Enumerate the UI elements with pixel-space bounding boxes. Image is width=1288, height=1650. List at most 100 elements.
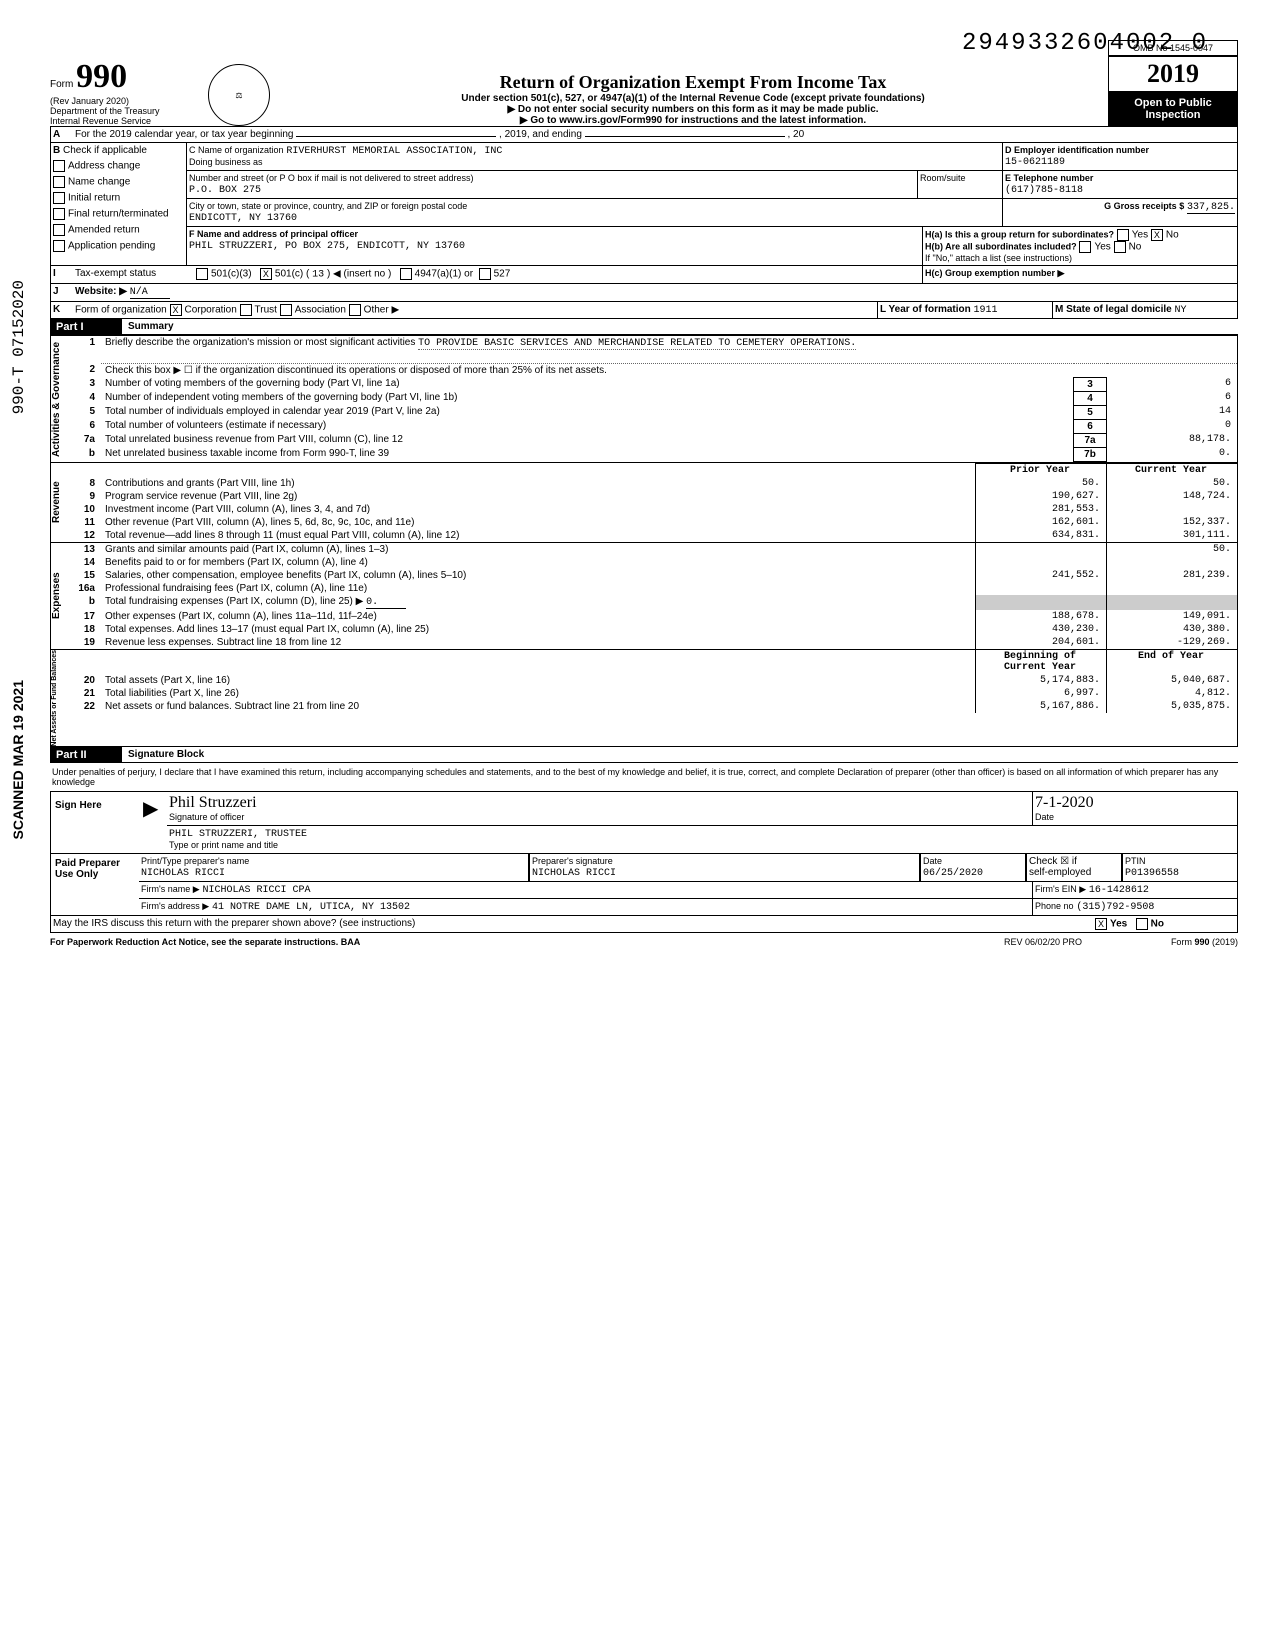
- officer-signature: Phil Struzzeri: [169, 794, 257, 811]
- ln-19: 19: [69, 636, 101, 649]
- cb-ha-yes[interactable]: [1117, 229, 1129, 241]
- cb-app-pending[interactable]: [53, 240, 65, 252]
- year-formation: 1911: [974, 305, 998, 316]
- q5-text: Total number of individuals employed in …: [101, 405, 1074, 419]
- cb-assoc[interactable]: [280, 304, 292, 316]
- sign-arrow-icon: ▶: [139, 792, 167, 853]
- q6-text: Total number of volunteers (estimate if …: [101, 419, 1074, 433]
- val-18c: 430,380.: [1107, 623, 1238, 636]
- firm-name-label: Firm's name ▶: [141, 884, 200, 894]
- preparer-signature: NICHOLAS RICCI: [532, 868, 616, 879]
- ein: 15-0621189: [1005, 157, 1065, 168]
- lbl-final-return: Final return/terminated: [68, 209, 169, 220]
- ln-7b: b: [69, 447, 101, 461]
- cb-amended[interactable]: [53, 224, 65, 236]
- city-state-zip: ENDICOTT, NY 13760: [189, 213, 297, 224]
- form-warn2: ▶ Go to www.irs.gov/Form990 for instruct…: [278, 115, 1108, 126]
- cb-discuss-yes[interactable]: X: [1095, 918, 1107, 930]
- ln-16a: 16a: [69, 582, 101, 595]
- val-10c: [1107, 503, 1238, 516]
- row-k-letter: K: [51, 302, 73, 318]
- box-7b: 7b: [1074, 447, 1107, 461]
- phone-label: Phone no: [1035, 901, 1074, 911]
- footer-pra: For Paperwork Reduction Act Notice, see …: [50, 937, 968, 947]
- cb-address-change[interactable]: [53, 160, 65, 172]
- q15-text: Salaries, other compensation, employee b…: [101, 569, 976, 582]
- part2-label: Part II: [50, 747, 122, 763]
- ln-18: 18: [69, 623, 101, 636]
- preparer-name: NICHOLAS RICCI: [141, 868, 225, 879]
- val-19p: 204,601.: [976, 636, 1107, 649]
- cb-527[interactable]: [479, 268, 491, 280]
- principal-officer: PHIL STRUZZERI, PO BOX 275, ENDICOTT, NY…: [189, 241, 465, 252]
- cb-hb-yes[interactable]: [1079, 241, 1091, 253]
- ln-12: 12: [69, 529, 101, 542]
- footer-form: Form 990 (2019): [1118, 937, 1238, 947]
- ln-4: 4: [69, 391, 101, 405]
- tracking-code: 2949332604002 0: [962, 30, 1208, 57]
- sig-label: Signature of officer: [169, 812, 244, 822]
- val-9c: 148,724.: [1107, 490, 1238, 503]
- cb-hb-no[interactable]: [1114, 241, 1126, 253]
- sign-here-label: Sign Here: [51, 792, 139, 853]
- cb-501c[interactable]: X: [260, 268, 272, 280]
- org-name: RIVERHURST MEMORIAL ASSOCIATION, INC: [286, 146, 502, 157]
- val-12c: 301,111.: [1107, 529, 1238, 542]
- val-5: 14: [1107, 405, 1238, 419]
- prep-sig-label: Preparer's signature: [532, 856, 613, 866]
- cb-name-change[interactable]: [53, 176, 65, 188]
- m-label: M State of legal domicile: [1055, 304, 1172, 315]
- lbl-corp: Corporation: [185, 304, 237, 315]
- website: N/A: [130, 287, 170, 299]
- k-label: Form of organization: [75, 304, 167, 315]
- q9-text: Program service revenue (Part VIII, line…: [101, 490, 976, 503]
- q17-text: Other expenses (Part IX, column (A), lin…: [101, 610, 976, 623]
- e-label: E Telephone number: [1005, 173, 1093, 183]
- val-8p: 50.: [976, 477, 1107, 490]
- cb-final-return[interactable]: [53, 208, 65, 220]
- cb-initial-return[interactable]: [53, 192, 65, 204]
- form-rev: (Rev January 2020): [50, 96, 200, 106]
- l-label: L Year of formation: [880, 304, 971, 315]
- addr-label: Number and street (or P O box if mail is…: [189, 173, 473, 183]
- cb-other[interactable]: [349, 304, 361, 316]
- lbl-insert-no: ) ◀ (insert no ): [327, 269, 391, 280]
- firm-addr-label: Firm's address ▶: [141, 901, 209, 911]
- paid-preparer-label: Paid Preparer Use Only: [51, 854, 139, 915]
- ln-1: 1: [69, 336, 101, 350]
- row-j-letter: J: [51, 284, 73, 301]
- q22-text: Net assets or fund balances. Subtract li…: [101, 700, 976, 713]
- val-11p: 162,601.: [976, 516, 1107, 529]
- row-i-letter: I: [51, 266, 73, 283]
- val-16ap: [976, 582, 1107, 595]
- row-a-text: For the 2019 calendar year, or tax year …: [73, 127, 1237, 142]
- preparer-date: 06/25/2020: [923, 868, 983, 879]
- cb-4947[interactable]: [400, 268, 412, 280]
- ln-10: 10: [69, 503, 101, 516]
- cb-trust[interactable]: [240, 304, 252, 316]
- discuss-no: No: [1151, 919, 1164, 930]
- cb-discuss-no[interactable]: [1136, 918, 1148, 930]
- ln-3: 3: [69, 377, 101, 391]
- val-10p: 281,553.: [976, 503, 1107, 516]
- cb-501c3[interactable]: [196, 268, 208, 280]
- lbl-address-change: Address change: [68, 161, 140, 172]
- val-15p: 241,552.: [976, 569, 1107, 582]
- q16a-text: Professional fundraising fees (Part IX, …: [101, 582, 976, 595]
- discuss-question: May the IRS discuss this return with the…: [53, 918, 1095, 930]
- cb-ha-no[interactable]: X: [1151, 229, 1163, 241]
- cb-corp[interactable]: X: [170, 304, 182, 316]
- q7a-text: Total unrelated business revenue from Pa…: [101, 433, 1074, 447]
- side-governance: Activities & Governance: [51, 336, 69, 462]
- ln-11: 11: [69, 516, 101, 529]
- seal-icon: ⚖: [208, 64, 270, 126]
- lbl-other: Other ▶: [364, 304, 399, 315]
- val-19c: -129,269.: [1107, 636, 1238, 649]
- side-margin-text-1: 990-T 07152020: [10, 280, 28, 414]
- val-15c: 281,239.: [1107, 569, 1238, 582]
- ln-13: 13: [69, 543, 101, 556]
- lbl-501c3: 501(c)(3): [211, 269, 252, 280]
- ln-21: 21: [69, 687, 101, 700]
- q7b-text: Net unrelated business taxable income fr…: [101, 447, 1074, 461]
- val-11c: 152,337.: [1107, 516, 1238, 529]
